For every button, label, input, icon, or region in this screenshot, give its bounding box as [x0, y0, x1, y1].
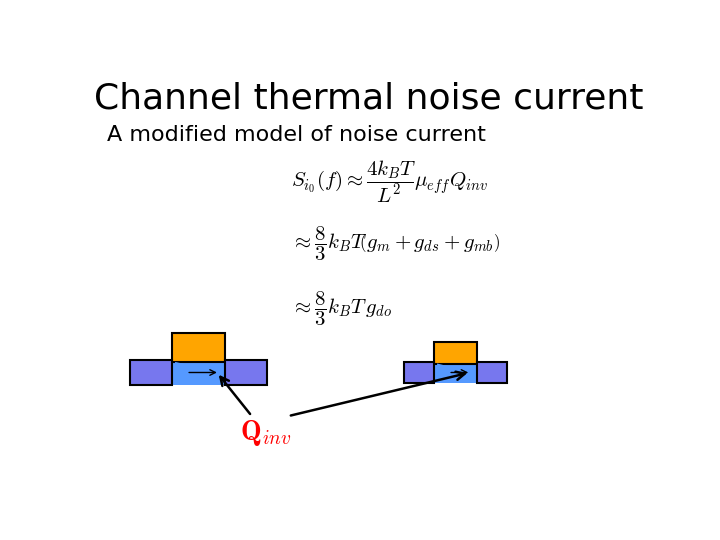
Bar: [434, 342, 477, 364]
Bar: [130, 360, 267, 385]
Bar: [225, 360, 267, 385]
Text: Channel thermal noise current: Channel thermal noise current: [94, 82, 644, 116]
Text: $S_{i_0}(f) \approx \dfrac{4k_BT}{L^2}\mu_{eff}Q_{inv}$: $S_{i_0}(f) \approx \dfrac{4k_BT}{L^2}\m…: [291, 158, 488, 205]
Bar: [172, 333, 225, 362]
Bar: [404, 362, 507, 383]
Polygon shape: [437, 363, 474, 381]
Text: $\mathbf{Q}_{inv}$: $\mathbf{Q}_{inv}$: [240, 418, 292, 448]
Text: A modified model of noise current: A modified model of noise current: [107, 125, 485, 145]
Bar: [130, 360, 172, 385]
Polygon shape: [175, 362, 222, 383]
Bar: [404, 362, 434, 383]
Text: $\approx \dfrac{8}{3}k_BT\,g_{do}$: $\approx \dfrac{8}{3}k_BT\,g_{do}$: [291, 289, 392, 328]
Bar: [477, 362, 507, 383]
Text: $\approx \dfrac{8}{3}k_BT\!\left(g_m + g_{ds} + g_{mb}\right)$: $\approx \dfrac{8}{3}k_BT\!\left(g_m + g…: [291, 225, 500, 264]
